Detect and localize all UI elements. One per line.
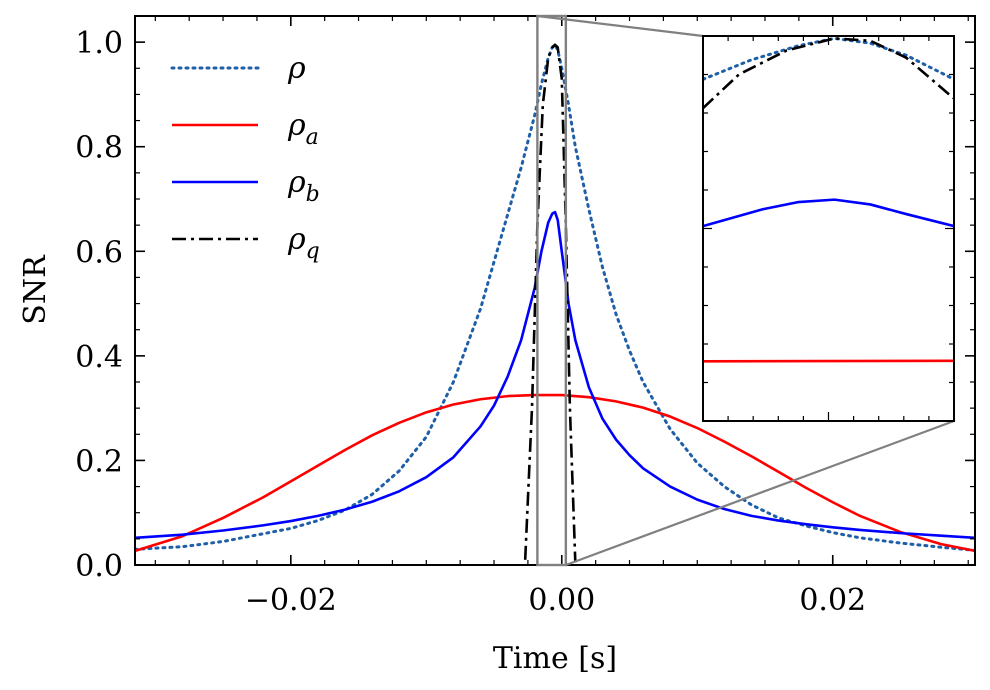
zoom-connector-bottom (565, 419, 955, 567)
inset-plot (702, 35, 955, 422)
y-tick-label: 0.2 (75, 444, 123, 479)
y-tick-label: 0.0 (75, 549, 123, 584)
y-tick-label: 1.0 (75, 26, 123, 61)
x-axis-label: Time [s] (493, 641, 617, 676)
zoom-indicator (536, 14, 955, 567)
y-axis-label: SNR (18, 254, 53, 325)
x-tick-label: 0.02 (799, 583, 866, 618)
inset-background (703, 36, 954, 421)
y-tick-label: 0.4 (75, 340, 123, 375)
series-line-2 (135, 210, 975, 540)
y-tick-label: 0.6 (75, 235, 123, 270)
series-line-1 (135, 393, 975, 553)
legend-label-1: ρa (287, 108, 319, 150)
zoom-connector-top (537, 14, 704, 38)
tick-labels: −0.02 0.00 0.02 0.0 0.2 0.4 0.6 0.8 1.0 (75, 26, 866, 618)
inset-series-line-2 (703, 198, 954, 228)
legend-label-3: ρq (287, 222, 320, 264)
legend-label-0: ρ (287, 51, 306, 86)
inset-ticks-layer (702, 35, 955, 422)
inset-series-line-0 (703, 36, 954, 81)
inset-series-line-3 (703, 37, 954, 110)
legend: ρ ρa ρb ρq (170, 51, 320, 264)
x-tick-label: 0.00 (528, 583, 595, 618)
inset-series-layer (703, 36, 954, 363)
x-tick-label: −0.02 (245, 583, 337, 618)
y-tick-label: 0.8 (75, 131, 123, 166)
main-ticks-layer (135, 16, 975, 566)
zoom-region-box (536, 14, 568, 567)
legend-label-2: ρb (287, 165, 320, 207)
